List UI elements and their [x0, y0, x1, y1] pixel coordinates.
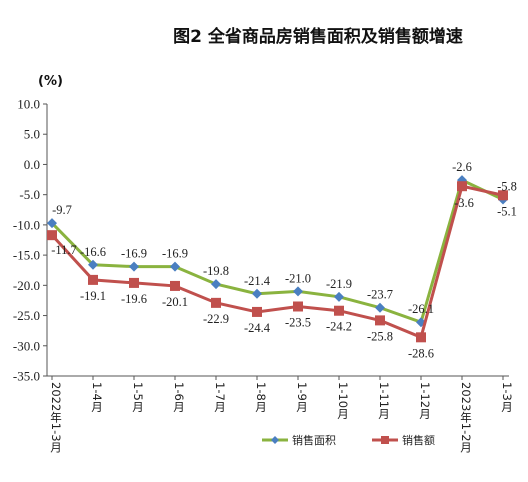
amount-data-label: -3.6: [454, 196, 474, 210]
x-tick-label: 1-3月: [500, 382, 514, 412]
area-data-label: -26.1: [408, 302, 434, 316]
area-data-label: -16.9: [162, 247, 188, 261]
area-point-marker: [211, 279, 221, 290]
x-tick-label: 1-9月: [295, 382, 309, 412]
x-tick-label: 1-6月: [172, 382, 186, 412]
axes: [43, 103, 509, 380]
area-point-marker: [170, 261, 180, 272]
y-tick-label: 0.0: [24, 157, 40, 172]
y-tick-labels: 10.0 5.0 0.0 -5.0 -10.0 -15.0 -20.0 -25.0 -30.0 -…: [13, 97, 40, 384]
area-data-label: -16.9: [121, 247, 147, 261]
amount-point-marker: [170, 280, 180, 291]
amount-point-marker: [498, 190, 508, 201]
y-tick-label: -35.0: [13, 369, 40, 384]
amount-data-label: -25.8: [367, 329, 393, 343]
y-tick-label: -25.0: [13, 308, 40, 323]
area-point-marker: [375, 302, 385, 313]
amount-point-marker: [457, 181, 467, 192]
area-point-marker: [334, 291, 344, 302]
area-point-marker: [293, 286, 303, 297]
amount-data-label: -19.1: [80, 289, 106, 303]
amount-data-label: -23.5: [285, 315, 311, 329]
x-tick-label: 1-7月: [213, 382, 227, 412]
amount-series-line: [50, 184, 504, 340]
x-tick-label: 1-4月: [90, 382, 104, 412]
area-data-label: -21.0: [285, 271, 311, 285]
area-series-line: [50, 178, 504, 325]
area-data-label: -5.8: [497, 180, 517, 194]
area-data-label: -16.6: [80, 245, 106, 259]
area-data-label: -9.7: [52, 203, 72, 217]
legend: 销售面积 销售额: [262, 433, 435, 447]
y-tick-label: 5.0: [24, 127, 40, 142]
legend-entry-label: 销售面积: [292, 433, 336, 447]
area-point-marker: [88, 259, 98, 270]
amount-point-marker: [252, 306, 262, 317]
area-data-label: -21.4: [244, 274, 271, 288]
legend-entry-label: 销售额: [402, 433, 435, 447]
x-tick-labels: 2022年1-3月 1-4月 1-5月 1-6月 1-7月 1-8月 1-9月 1-10月 1-…: [49, 382, 514, 453]
amount-data-label: -24.4: [244, 321, 271, 335]
area-data-label: -19.8: [203, 264, 229, 278]
y-tick-label: -20.0: [13, 278, 40, 293]
amount-point-marker: [416, 332, 426, 343]
y-tick-label: -15.0: [13, 248, 40, 263]
amount-data-label: -19.6: [121, 292, 147, 306]
amount-data-label: -24.2: [326, 320, 352, 334]
data-labels: -9.7 -16.6 -16.9 -16.9 -19.8 -21.4 -21.0 -21.9 -…: [51, 160, 517, 360]
area-point-marker: [47, 218, 57, 229]
y-tick-label: -5.0: [19, 187, 40, 202]
amount-point-marker: [375, 315, 385, 326]
amount-data-label: -22.9: [203, 312, 229, 326]
legend-marker: [271, 436, 279, 444]
x-tick-label: 1-11月: [377, 382, 391, 420]
y-tick-label: 10.0: [17, 97, 40, 112]
amount-data-label: -20.1: [162, 295, 188, 309]
area-point-marker: [252, 288, 262, 299]
x-tick-label: 1-5月: [131, 382, 145, 412]
y-axis-unit: (%): [38, 74, 63, 89]
amount-point-marker: [129, 277, 139, 288]
amount-data-label: -11.7: [51, 243, 77, 257]
amount-data-label: -5.1: [497, 204, 517, 218]
x-tick-label: 2022年1-3月: [49, 382, 63, 453]
x-tick-label: 1-10月: [336, 382, 350, 420]
area-point-marker: [129, 261, 139, 272]
area-data-label: -23.7: [367, 288, 393, 302]
amount-point-marker: [88, 274, 98, 285]
x-tick-label: 1-12月: [418, 382, 432, 420]
series-group: [47, 175, 508, 343]
legend-marker: [381, 436, 389, 444]
area-data-label: -21.9: [326, 277, 352, 291]
amount-point-marker: [334, 305, 344, 316]
y-tick-label: -30.0: [13, 338, 40, 353]
amount-point-marker: [47, 230, 57, 241]
x-tick-label: 1-8月: [254, 382, 268, 412]
x-tick-label: 2023年1-2月: [459, 382, 473, 453]
chart-title: 图2 全省商品房销售面积及销售额增速: [173, 26, 463, 47]
amount-point-marker: [293, 301, 303, 312]
y-tick-label: -10.0: [13, 217, 40, 232]
area-data-label: -2.6: [452, 160, 472, 174]
amount-point-marker: [211, 297, 221, 308]
amount-data-label: -28.6: [408, 346, 434, 360]
